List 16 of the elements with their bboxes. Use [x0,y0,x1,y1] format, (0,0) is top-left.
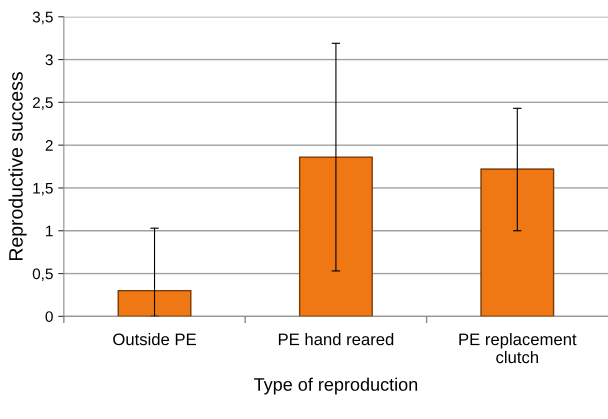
x-tick-label: PE replacement clutch [459,333,576,364]
x-axis-title: Type of reproduction [254,378,418,394]
y-tick-label: 1,5 [33,182,53,196]
x-tick-label: PE hand reared [278,333,394,346]
bar [480,168,554,316]
x-tick-label: Outside PE [113,333,196,346]
y-tick-label: 3 [46,54,53,66]
y-tick-label: 2,5 [32,97,53,110]
y-tick-label: 0,5 [32,268,53,282]
y-tick-label: 3,5 [32,12,53,24]
y-tick-label: 0 [46,311,53,322]
bar [298,156,373,316]
bar [118,290,192,316]
y-tick-label: 1 [46,226,53,236]
y-tick-label: 2 [46,140,53,151]
y-axis-title: Reproductive success [8,72,27,260]
